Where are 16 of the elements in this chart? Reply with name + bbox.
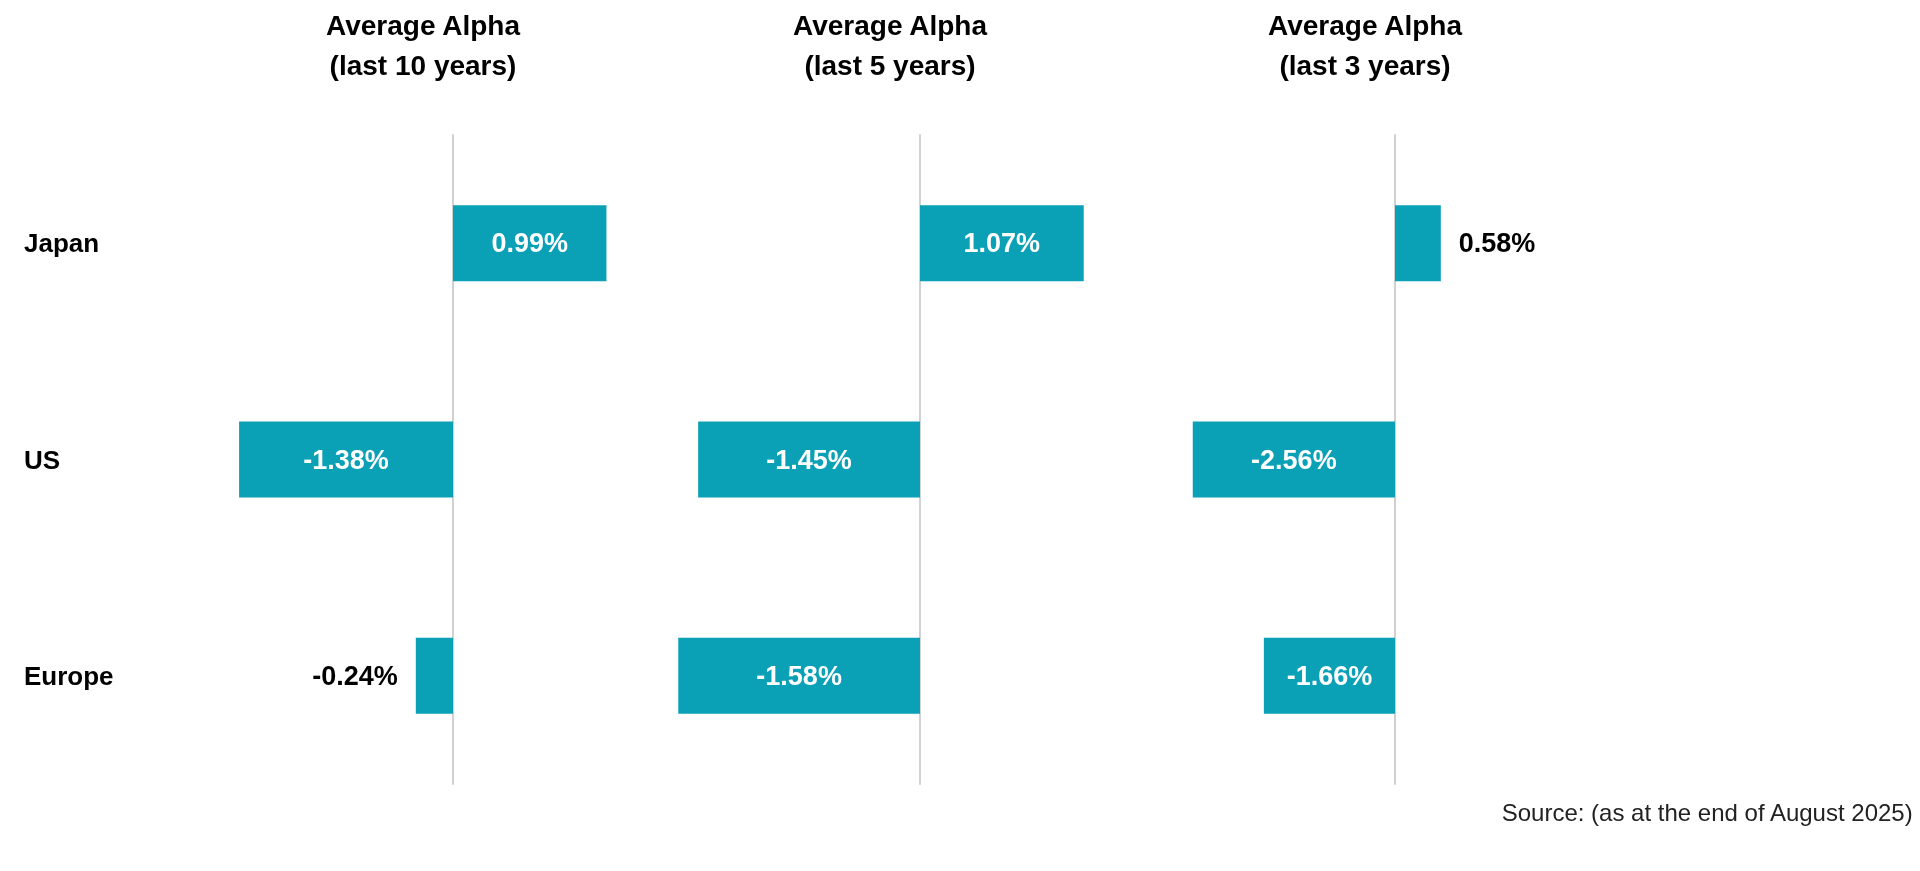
data-label: 1.07% (963, 228, 1041, 259)
data-label: -1.66% (1286, 660, 1373, 691)
chart-title: Average Alpha (last 3 years) (1268, 9, 1463, 81)
chart-title: Average Alpha (last 10 years) (326, 9, 521, 81)
data-label: -0.24% (312, 660, 398, 691)
y-tick-label: Japan (24, 228, 100, 259)
chart-title: Average Alpha (last 5 years) (793, 9, 988, 81)
data-label: 0.99% (491, 228, 569, 259)
data-label: -2.56% (1251, 444, 1337, 475)
data-label: -1.58% (756, 660, 842, 691)
data-label: -1.45% (766, 444, 852, 475)
source-note: Source: (as at the end of August 2025) (1501, 798, 1913, 826)
y-tick-label: Europe (24, 660, 114, 691)
data-label: -1.38% (303, 444, 389, 475)
data-label: 0.58% (1458, 228, 1536, 259)
y-tick-label: US (24, 444, 61, 475)
